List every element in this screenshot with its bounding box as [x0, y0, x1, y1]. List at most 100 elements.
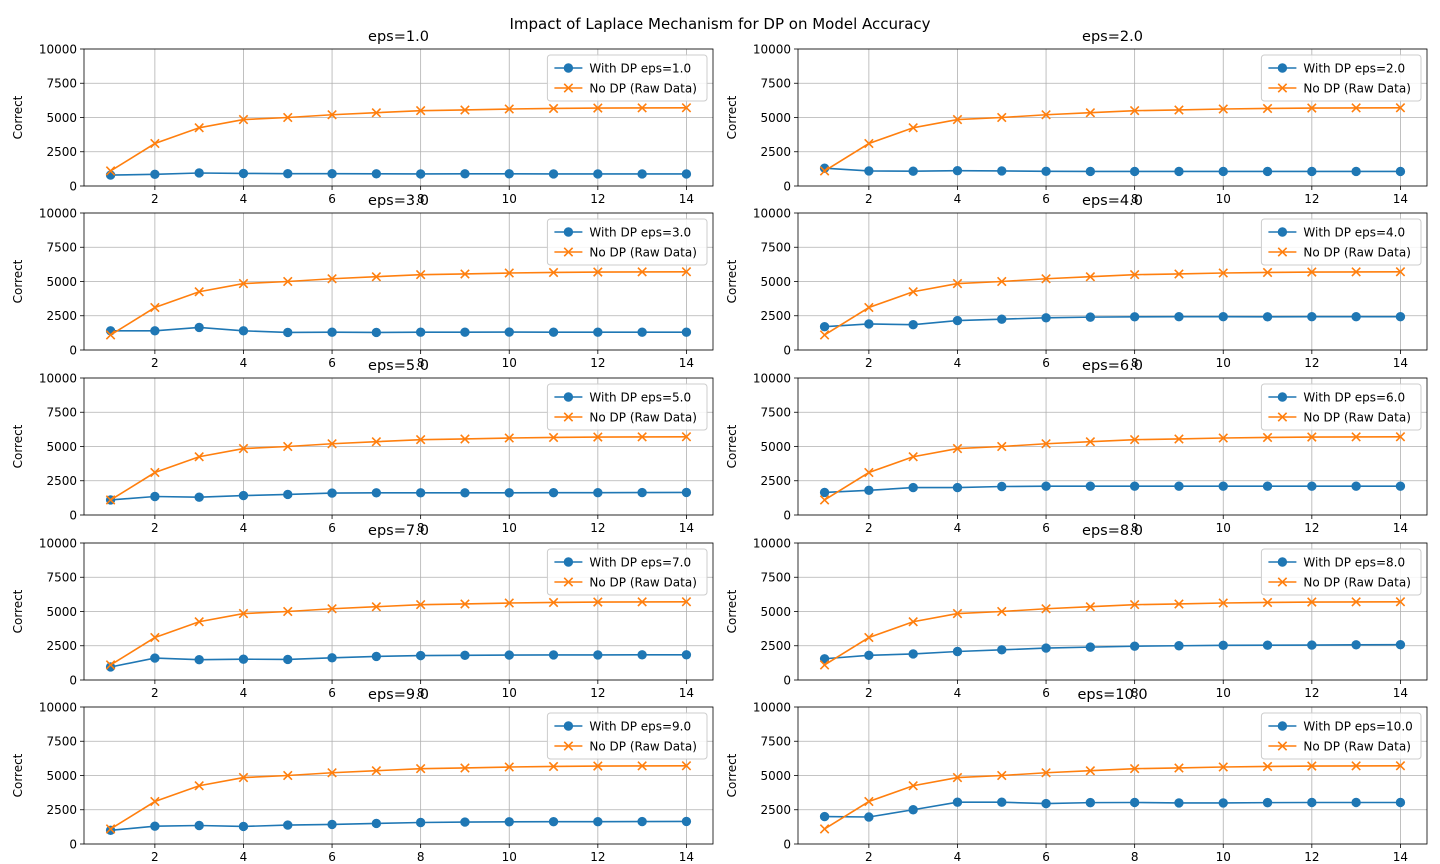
- subplot-title: eps=1.0: [368, 29, 429, 45]
- x-tick-label: 6: [328, 521, 336, 535]
- data-point: [864, 796, 874, 807]
- x-tick-label: 4: [954, 850, 962, 864]
- subplot-4: 2 4 6 8 10 12 14 0 2500 5000 7500 10000 Correct eps=4…: [725, 193, 1428, 370]
- data-point: [593, 816, 603, 827]
- data-point: [908, 781, 918, 791]
- data-point: [150, 467, 160, 478]
- data-point: [1277, 247, 1288, 257]
- y-axis-label: Correct: [725, 753, 739, 797]
- x-tick-label: 10: [502, 686, 517, 700]
- x-tick-label: 2: [865, 686, 873, 700]
- x-tick-label: 4: [240, 192, 248, 206]
- data-point: [1395, 432, 1406, 442]
- data-point: [864, 166, 874, 176]
- legend: With DP eps=2.0 No DP (Raw Data): [1260, 54, 1422, 102]
- legend-label: With DP eps=5.0: [589, 390, 691, 404]
- x-tick-label: 2: [865, 521, 873, 535]
- x-tick-label: 12: [1304, 521, 1319, 535]
- data-point: [105, 170, 116, 180]
- data-point: [996, 112, 1007, 123]
- data-point: [681, 103, 692, 113]
- data-point: [1351, 312, 1361, 322]
- data-point: [1277, 412, 1288, 422]
- data-point: [563, 412, 574, 422]
- x-tick-label: 2: [151, 850, 159, 864]
- data-point: [150, 796, 160, 807]
- legend-label: No DP (Raw Data): [589, 739, 697, 753]
- data-point: [681, 327, 692, 337]
- legend-box: [546, 548, 708, 596]
- data-point: [952, 772, 963, 783]
- data-point: [238, 326, 249, 336]
- data-point: [1174, 434, 1184, 444]
- y-tick-label: 10000: [753, 536, 791, 550]
- x-tick-label: 10: [1216, 850, 1231, 864]
- data-point: [371, 651, 382, 662]
- data-point: [908, 649, 918, 659]
- data-point: [327, 438, 337, 449]
- data-point: [637, 432, 647, 442]
- legend-box: [1260, 548, 1422, 596]
- x-tick-label: 14: [1393, 356, 1408, 370]
- series-line: [110, 491, 687, 501]
- data-point: [1218, 433, 1229, 443]
- x-tick-label: 8: [1131, 686, 1139, 700]
- data-point: [1085, 271, 1096, 282]
- y-axis-label: Correct: [11, 589, 25, 633]
- x-tick-label: 14: [1393, 686, 1408, 700]
- data-point: [1262, 640, 1273, 650]
- y-tick-label: 2500: [46, 145, 77, 159]
- x-tick-label: 10: [1216, 521, 1231, 535]
- x-tick-label: 8: [1131, 850, 1139, 864]
- data-point: [327, 273, 337, 284]
- legend-label: No DP (Raw Data): [589, 245, 697, 259]
- data-point: [864, 302, 874, 313]
- data-point: [997, 645, 1007, 655]
- data-point: [415, 763, 426, 774]
- data-point: [504, 327, 514, 337]
- legend-label: With DP eps=10.0: [1303, 719, 1412, 733]
- data-point: [150, 821, 160, 831]
- data-point: [1129, 312, 1140, 322]
- data-point: [548, 432, 559, 443]
- x-tick-label: 6: [328, 192, 336, 206]
- legend-label: No DP (Raw Data): [589, 575, 697, 589]
- data-point: [996, 441, 1007, 452]
- data-point: [1129, 599, 1140, 610]
- data-point: [548, 267, 559, 278]
- data-point: [563, 392, 574, 402]
- data-point: [282, 112, 293, 123]
- y-tick-label: 2500: [46, 803, 77, 817]
- x-tick-label: 2: [151, 192, 159, 206]
- data-point: [1129, 105, 1140, 116]
- data-point: [371, 601, 382, 612]
- x-tick-label: 12: [590, 686, 605, 700]
- data-point: [1351, 761, 1361, 771]
- data-point: [238, 278, 249, 289]
- data-point: [593, 103, 603, 113]
- x-tick-label: 2: [151, 356, 159, 370]
- data-point: [1085, 166, 1096, 177]
- data-point: [1307, 481, 1317, 491]
- y-tick-label: 5000: [46, 605, 77, 619]
- data-point: [1262, 761, 1273, 772]
- x-tick-label: 8: [417, 686, 425, 700]
- data-point: [1277, 721, 1288, 731]
- data-point: [996, 606, 1007, 617]
- legend-label: With DP eps=6.0: [1303, 390, 1405, 404]
- series-line: [110, 326, 687, 334]
- data-point: [1174, 481, 1184, 491]
- data-point: [238, 772, 249, 783]
- x-tick-label: 2: [865, 356, 873, 370]
- data-point: [283, 654, 293, 665]
- data-point: [283, 327, 293, 338]
- legend-box: [1260, 54, 1422, 102]
- data-point: [593, 761, 603, 771]
- x-tick-label: 10: [502, 192, 517, 206]
- data-point: [819, 487, 830, 498]
- subplot-7: 2 4 6 8 10 12 14 0 2500 5000 7500 10000 Correct eps=7…: [11, 523, 714, 700]
- data-point: [548, 169, 559, 179]
- subplot-6: 2 4 6 8 10 12 14 0 2500 5000 7500 10000 Correct eps=6…: [725, 358, 1428, 535]
- subplot-title: eps=4.0: [1082, 193, 1143, 209]
